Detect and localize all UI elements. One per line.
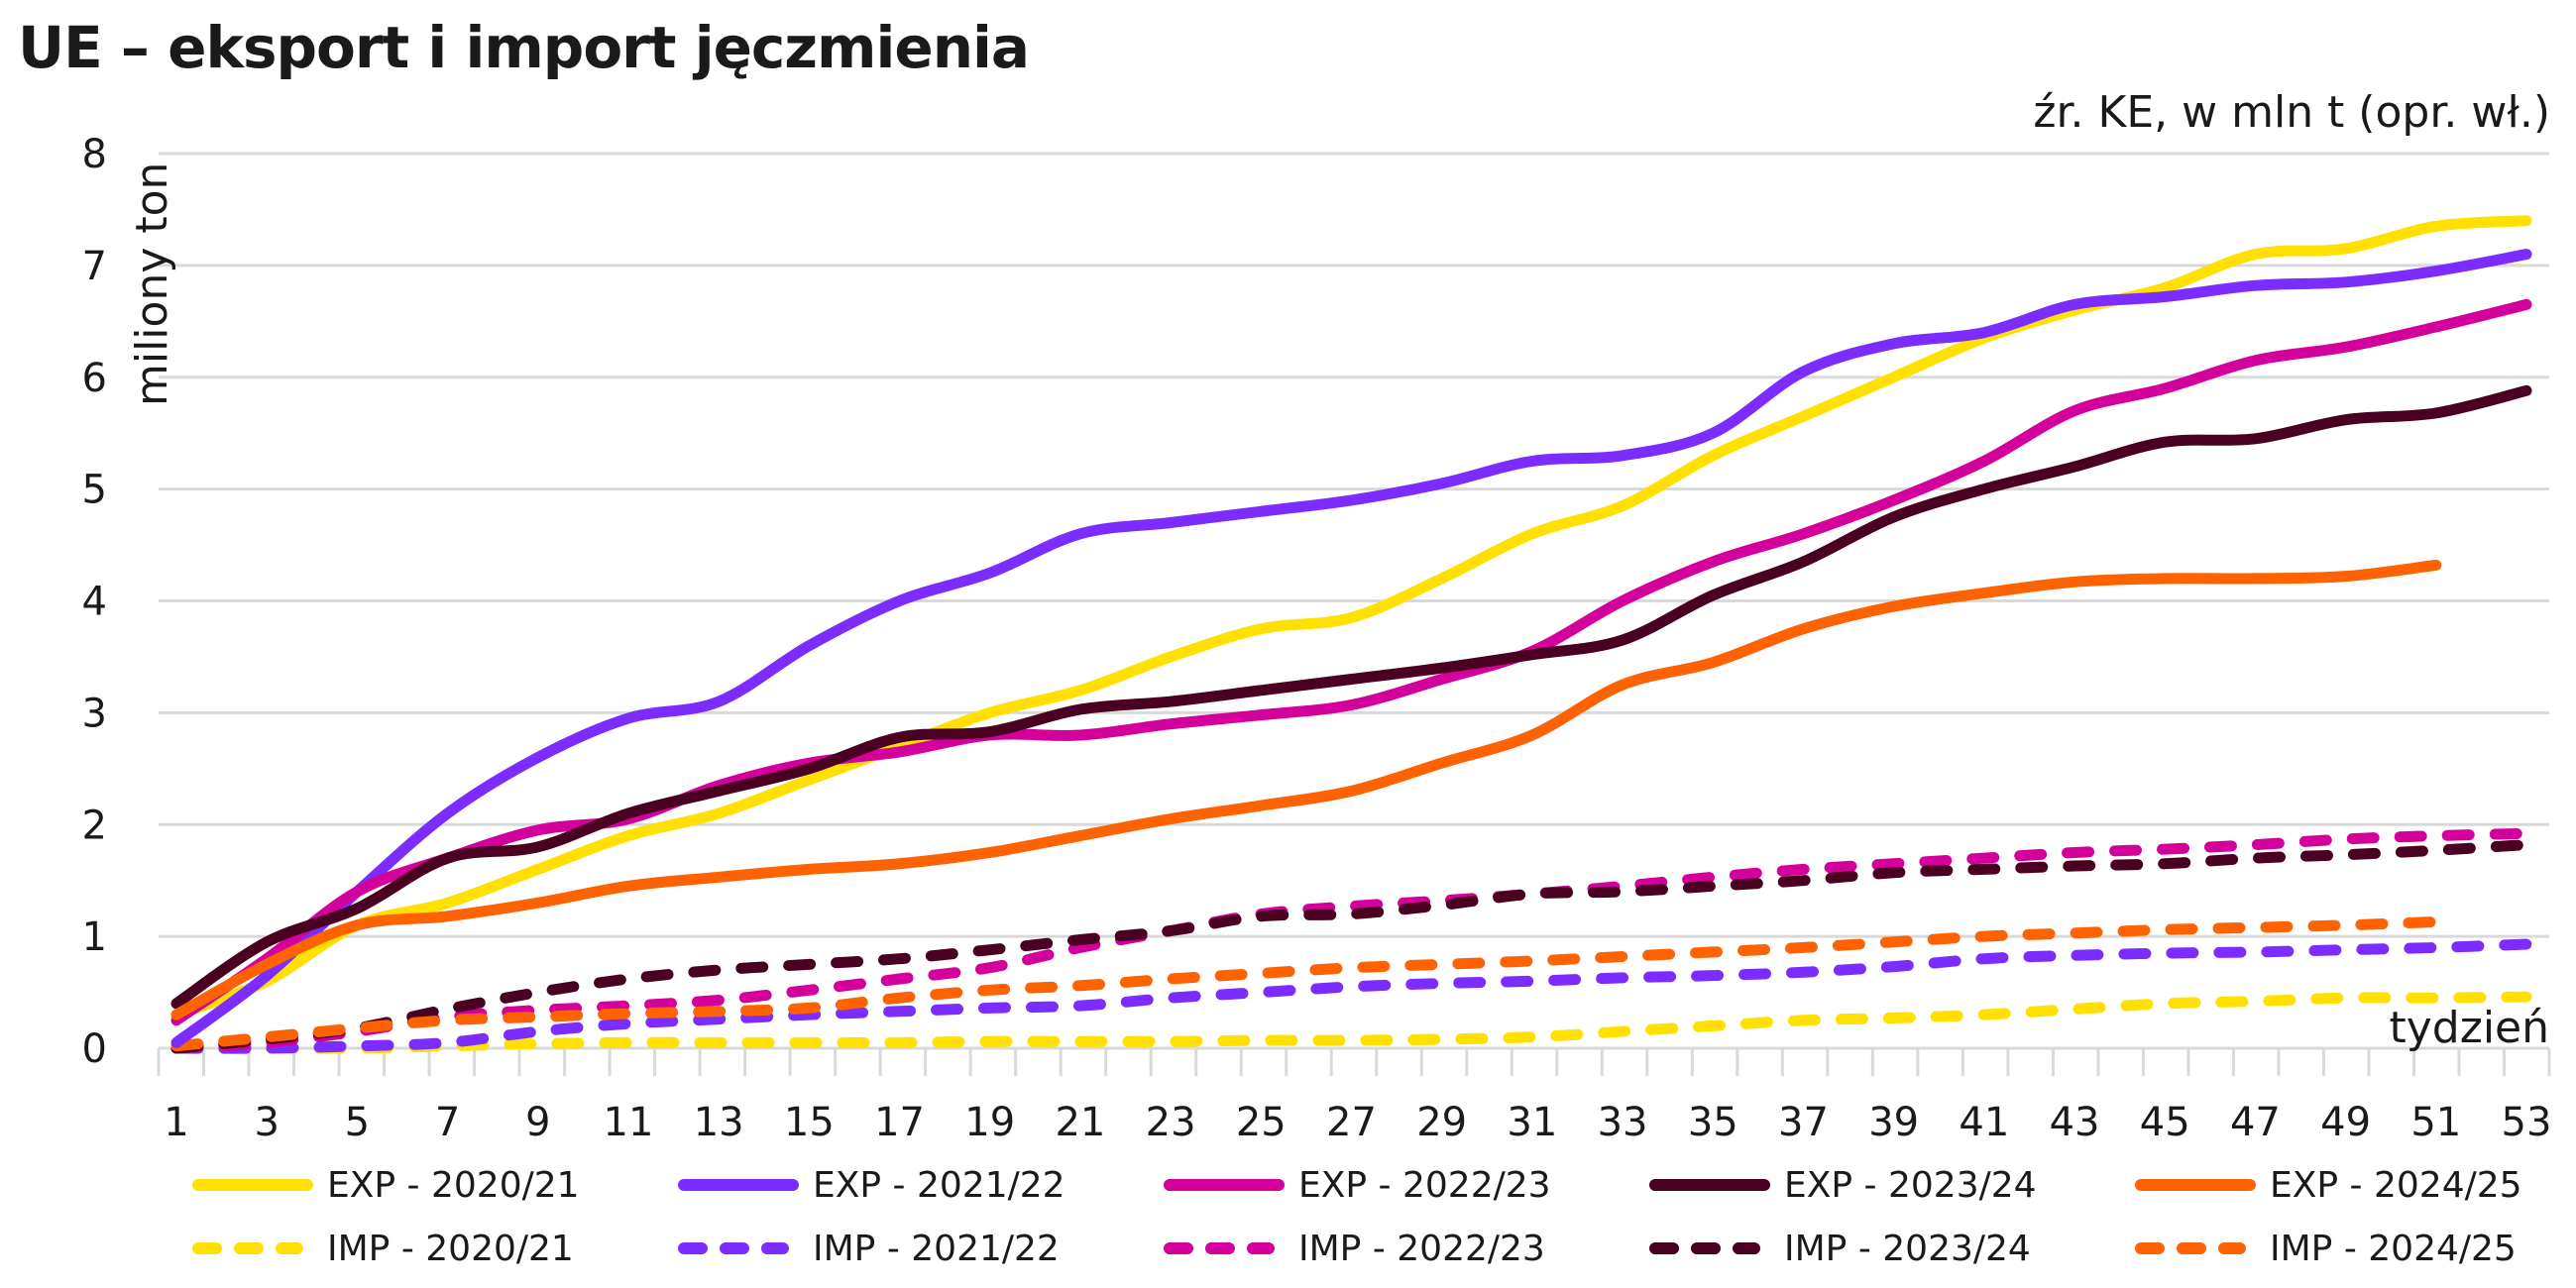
legend-item[interactable]: EXP - 2021/22	[678, 1165, 1065, 1206]
x-tick-label: 9	[525, 1100, 550, 1145]
legend-item[interactable]: EXP - 2020/21	[192, 1165, 580, 1206]
x-tick-label: 33	[1598, 1100, 1648, 1145]
legend-item[interactable]: IMP - 2021/22	[678, 1229, 1060, 1269]
x-tick-label: 45	[2140, 1100, 2190, 1145]
x-tick-label: 53	[2502, 1100, 2552, 1145]
x-tick-label: 49	[2320, 1100, 2371, 1145]
y-tick-label: 2	[82, 803, 107, 848]
x-axis-label: tydzień	[2390, 1003, 2550, 1053]
x-tick-label: 43	[2050, 1100, 2100, 1145]
x-tick-label: 31	[1507, 1100, 1557, 1145]
series-line-exp-2020-21	[170, 215, 2532, 1020]
series-line-exp-2022-23	[170, 298, 2532, 1026]
x-tick-label: 37	[1778, 1100, 1829, 1145]
legend-label: IMP - 2023/24	[1784, 1229, 2031, 1269]
y-tick-label: 6	[82, 356, 107, 401]
x-tick-label: 13	[694, 1100, 744, 1145]
series-line-exp-2021-22	[170, 249, 2532, 1048]
y-tick-label: 7	[82, 244, 107, 289]
y-axis-ticks: 0 1 2 3 4 5 6 7 8	[82, 132, 107, 1072]
legend-label: IMP - 2020/21	[327, 1229, 574, 1269]
y-tick-label: 5	[82, 468, 107, 513]
x-tick-label: 35	[1688, 1100, 1738, 1145]
legend-item[interactable]: EXP - 2024/25	[2135, 1165, 2522, 1206]
legend-label: EXP - 2024/25	[2270, 1165, 2522, 1206]
series-line-exp-2023-24	[170, 384, 2532, 1010]
x-tick-label: 23	[1146, 1100, 1196, 1145]
x-tick-label: 5	[345, 1100, 370, 1145]
legend-label: EXP - 2021/22	[813, 1165, 1065, 1206]
series-line-imp-2021-22	[170, 938, 2532, 1054]
x-tick-label: 41	[1959, 1100, 2009, 1145]
x-tick-label: 47	[2230, 1100, 2281, 1145]
series-line-exp-2024-25	[170, 559, 2442, 1020]
x-tick-label: 29	[1416, 1100, 1467, 1145]
gridlines	[159, 152, 2549, 1050]
y-tick-label: 0	[82, 1026, 107, 1072]
legend-item[interactable]: IMP - 2020/21	[192, 1229, 574, 1269]
x-tick-label: 51	[2410, 1100, 2461, 1145]
y-axis-label: miliony ton	[127, 162, 177, 406]
series-line-imp-2020-21	[170, 991, 2532, 1054]
legend-label: EXP - 2020/21	[327, 1165, 580, 1206]
legend-item[interactable]: EXP - 2022/23	[1164, 1165, 1551, 1206]
x-tick-label: 39	[1868, 1100, 1919, 1145]
y-tick-label: 4	[82, 580, 107, 625]
legend-label: EXP - 2023/24	[1784, 1165, 2037, 1206]
y-tick-label: 3	[82, 691, 107, 736]
x-tick-label: 17	[874, 1100, 925, 1145]
x-tick-label: 27	[1326, 1100, 1377, 1145]
y-tick-label: 1	[82, 914, 107, 960]
legend-item[interactable]: IMP - 2024/25	[2135, 1229, 2517, 1269]
x-tick-label: 21	[1055, 1100, 1105, 1145]
x-tick-label: 1	[164, 1100, 188, 1145]
legend-item[interactable]: IMP - 2022/23	[1164, 1229, 1545, 1269]
x-tick-label: 19	[964, 1100, 1015, 1145]
series-line-imp-2024-25	[170, 915, 2442, 1052]
series-lines	[170, 215, 2532, 1054]
legend-label: IMP - 2021/22	[813, 1229, 1060, 1269]
x-tick-label: 25	[1236, 1100, 1287, 1145]
x-tick-label: 11	[604, 1100, 654, 1145]
legend-label: IMP - 2024/25	[2270, 1229, 2517, 1269]
x-axis: 1 3 5 7 9 11 13 15 17 19 21 23 25 27 29 31 33 35 37 39 41 43 4…	[157, 1046, 2552, 1145]
legend: EXP - 2020/21 EXP - 2021/22 EXP - 2022/23 E…	[192, 1165, 2522, 1269]
legend-item[interactable]: IMP - 2023/24	[1649, 1229, 2031, 1269]
legend-label: EXP - 2022/23	[1298, 1165, 1551, 1206]
y-tick-label: 8	[82, 132, 107, 177]
legend-label: IMP - 2022/23	[1298, 1229, 1545, 1269]
x-tick-label: 15	[784, 1100, 835, 1145]
x-tick-label: 7	[435, 1100, 460, 1145]
chart-title: UE – eksport i import jęczmienia	[18, 14, 1030, 81]
series-line-imp-2023-24	[170, 839, 2532, 1054]
legend-item[interactable]: EXP - 2023/24	[1649, 1165, 2037, 1206]
x-tick-label: 3	[254, 1100, 279, 1145]
chart-source-note: źr. KE, w mln t (opr. wł.)	[2033, 87, 2550, 138]
series-line-imp-2022-23	[170, 827, 2532, 1054]
